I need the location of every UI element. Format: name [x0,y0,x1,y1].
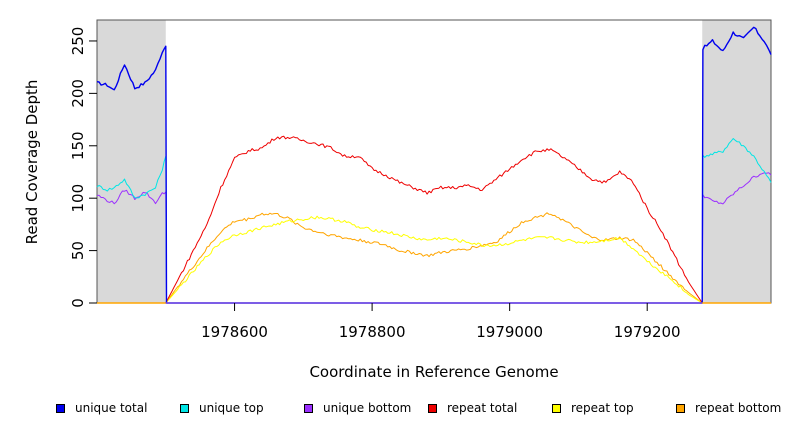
legend-swatch-unique-total [56,403,65,413]
y-tick-label-4: 200 [69,79,87,108]
y-axis: 0 50 100 150 200 250 [69,27,97,308]
legend: unique total unique top unique bottom re… [0,400,792,420]
legend-swatch-repeat-total [428,403,437,413]
legend-label-repeat-top: repeat top [571,401,634,415]
legend-item-unique-top: unique top [180,400,264,416]
coverage-chart: 1978600 1978800 1979000 1979200 0 50 100 150 20… [23,19,772,381]
legend-label-unique-top: unique top [199,401,264,415]
x-axis: 1978600 1978800 1979000 1979200 [201,303,681,341]
x-axis-label: Coordinate in Reference Genome [309,363,558,381]
x-tick-label-3: 1979200 [614,323,681,341]
series-layer [96,26,772,304]
legend-label-unique-bottom: unique bottom [323,401,412,415]
legend-label-repeat-total: repeat total [447,401,518,415]
shaded-regions [97,20,771,303]
legend-label-unique-total: unique total [75,401,148,415]
x-tick-label-0: 1978600 [201,323,268,341]
series-line-repeat-bottom [165,212,703,304]
legend-item-unique-total: unique total [56,400,147,416]
y-tick-label-0: 0 [69,298,87,308]
series-line-unique-total [96,26,772,304]
legend-swatch-unique-top [180,403,189,413]
legend-swatch-unique-bottom [304,403,313,413]
shaded-region-1 [702,20,771,303]
legend-swatch-repeat-bottom [676,403,685,413]
legend-label-repeat-bottom: repeat bottom [695,401,782,415]
legend-swatch-repeat-top [552,403,561,413]
y-tick-label-5: 250 [69,27,87,56]
x-tick-label-2: 1979000 [476,323,543,341]
y-axis-label: Read Coverage Depth [23,80,41,245]
legend-item-repeat-top: repeat top [552,400,634,416]
y-tick-label-2: 100 [69,184,87,213]
legend-item-unique-bottom: unique bottom [304,400,411,416]
y-tick-label-3: 150 [69,131,87,160]
legend-item-repeat-bottom: repeat bottom [676,400,781,416]
x-tick-label-1: 1978800 [339,323,406,341]
series-line-unique-bottom [96,172,772,304]
legend-item-repeat-total: repeat total [428,400,517,416]
series-line-repeat-total [165,135,703,304]
series-line-repeat-top [165,215,703,304]
shaded-region-0 [97,20,166,303]
y-tick-label-1: 50 [69,241,87,260]
